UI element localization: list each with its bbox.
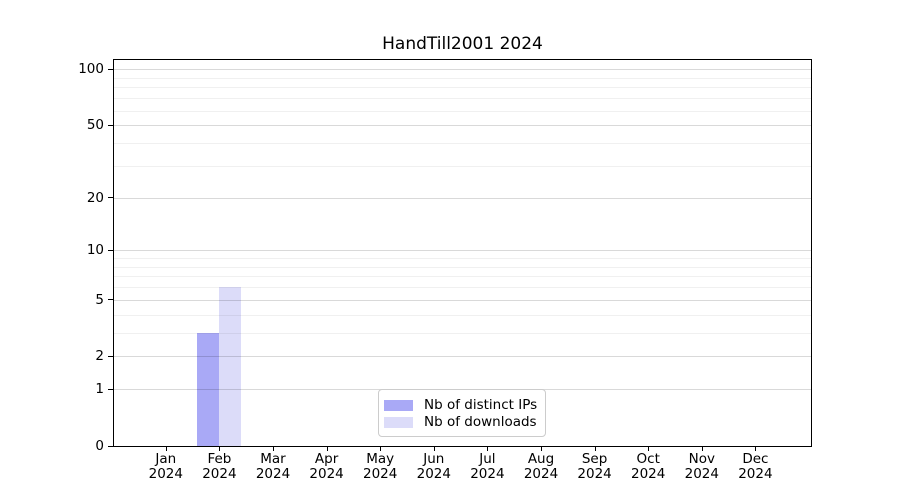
x-tick-month: May <box>366 451 395 467</box>
x-tick-mark <box>433 447 435 451</box>
x-tick-month: Jun <box>423 451 445 467</box>
x-tick-month: Apr <box>314 451 339 467</box>
y-tick-mark <box>108 388 113 390</box>
gridline-minor <box>114 287 811 289</box>
y-tick-mark <box>108 68 113 70</box>
x-tick-mark <box>755 447 757 451</box>
x-tick-label: Aug 2024 <box>501 452 581 482</box>
x-tick-month: Aug <box>527 451 555 467</box>
x-tick-month: Jul <box>479 451 496 467</box>
x-tick-mark <box>648 447 650 451</box>
gridline-major <box>114 125 811 127</box>
gridline-major <box>114 197 811 199</box>
x-tick-mark <box>326 447 328 451</box>
x-tick-mark <box>165 447 167 451</box>
x-tick-label: Mar 2024 <box>233 452 313 482</box>
x-tick-label: May 2024 <box>340 452 420 482</box>
x-tick-month: Sep <box>581 451 608 467</box>
gridline-minor <box>114 165 811 167</box>
y-tick-label: 0 <box>95 438 104 454</box>
y-tick-label: 50 <box>86 117 104 134</box>
x-tick-month: Feb <box>207 451 232 467</box>
y-tick-mark <box>108 299 113 301</box>
x-tick-year: 2024 <box>684 466 719 482</box>
x-tick-month: Jan <box>155 451 177 467</box>
x-tick-year: 2024 <box>577 466 612 482</box>
legend: Nb of distinct IPs Nb of downloads <box>378 389 546 437</box>
x-tick-label: Dec 2024 <box>715 452 795 482</box>
gridline-minor <box>114 87 811 89</box>
gridline-minor <box>114 143 811 144</box>
gridline-minor <box>114 332 811 334</box>
x-tick-year: 2024 <box>470 466 505 482</box>
chart-title: HandTill2001 2024 <box>382 34 543 54</box>
y-tick-label: 20 <box>86 189 104 206</box>
y-tick-label: 2 <box>95 348 104 365</box>
legend-swatch-nb-of-distinct-ips <box>384 400 413 411</box>
x-tick-month: Oct <box>636 451 660 467</box>
gridline-major <box>114 356 811 358</box>
x-tick-mark <box>541 447 542 451</box>
y-tick-mark <box>108 197 113 199</box>
x-tick-mark <box>273 447 274 451</box>
x-tick-mark <box>380 447 382 451</box>
y-tick-label: 100 <box>78 61 104 78</box>
gridline-minor <box>114 110 811 112</box>
y-tick-mark <box>108 249 113 251</box>
gridline-minor <box>114 314 811 316</box>
y-tick-mark <box>108 445 113 447</box>
y-tick-label: 5 <box>95 291 104 308</box>
gridline-major <box>114 69 811 71</box>
x-tick-year: 2024 <box>255 466 291 482</box>
x-tick-label: Feb 2024 <box>179 452 259 482</box>
gridline-minor <box>114 77 811 79</box>
x-tick-mark <box>219 447 221 451</box>
x-tick-label: Jan 2024 <box>126 452 206 482</box>
gridline-major <box>114 250 811 252</box>
x-tick-month: Mar <box>260 451 286 467</box>
gridline-major <box>114 299 811 301</box>
x-tick-year: 2024 <box>309 466 344 482</box>
y-tick-mark <box>108 124 113 126</box>
x-tick-year: 2024 <box>631 466 666 482</box>
legend-item-nb-of-downloads: Nb of downloads <box>384 415 545 430</box>
bar-nb-of-distinct-ips <box>197 332 220 446</box>
x-tick-label: Jun 2024 <box>394 452 474 482</box>
x-tick-year: 2024 <box>523 466 559 482</box>
x-tick-label: Nov 2024 <box>662 452 742 482</box>
x-tick-year: 2024 <box>416 466 451 482</box>
gridline-minor <box>114 258 811 260</box>
x-tick-mark <box>594 447 596 451</box>
x-tick-mark <box>487 447 489 451</box>
x-tick-year: 2024 <box>202 466 237 482</box>
x-tick-year: 2024 <box>738 466 773 482</box>
y-tick-label: 10 <box>86 242 104 259</box>
plot-area: Nb of distinct IPs Nb of downloads <box>113 59 812 447</box>
y-tick-mark <box>108 355 113 357</box>
bar-nb-of-downloads <box>219 287 242 446</box>
gridline-minor <box>114 276 811 278</box>
gridline-minor <box>114 266 811 268</box>
y-tick-label: 1 <box>95 381 104 398</box>
legend-item-nb-of-distinct-ips: Nb of distinct IPs <box>384 398 545 413</box>
legend-label-nb-of-distinct-ips: Nb of distinct IPs <box>424 397 538 413</box>
gridline-minor <box>114 98 811 100</box>
x-tick-month: Dec <box>742 451 769 467</box>
x-tick-label: Sep 2024 <box>555 452 635 482</box>
x-tick-year: 2024 <box>363 466 398 482</box>
x-tick-mark <box>701 447 703 451</box>
legend-label-nb-of-downloads: Nb of downloads <box>424 414 537 430</box>
x-tick-label: Apr 2024 <box>287 452 367 482</box>
x-tick-label: Oct 2024 <box>608 452 688 482</box>
x-tick-year: 2024 <box>148 466 183 482</box>
x-tick-label: Jul 2024 <box>447 452 527 482</box>
x-tick-month: Nov <box>688 451 715 467</box>
legend-swatch-nb-of-downloads <box>384 417 413 428</box>
